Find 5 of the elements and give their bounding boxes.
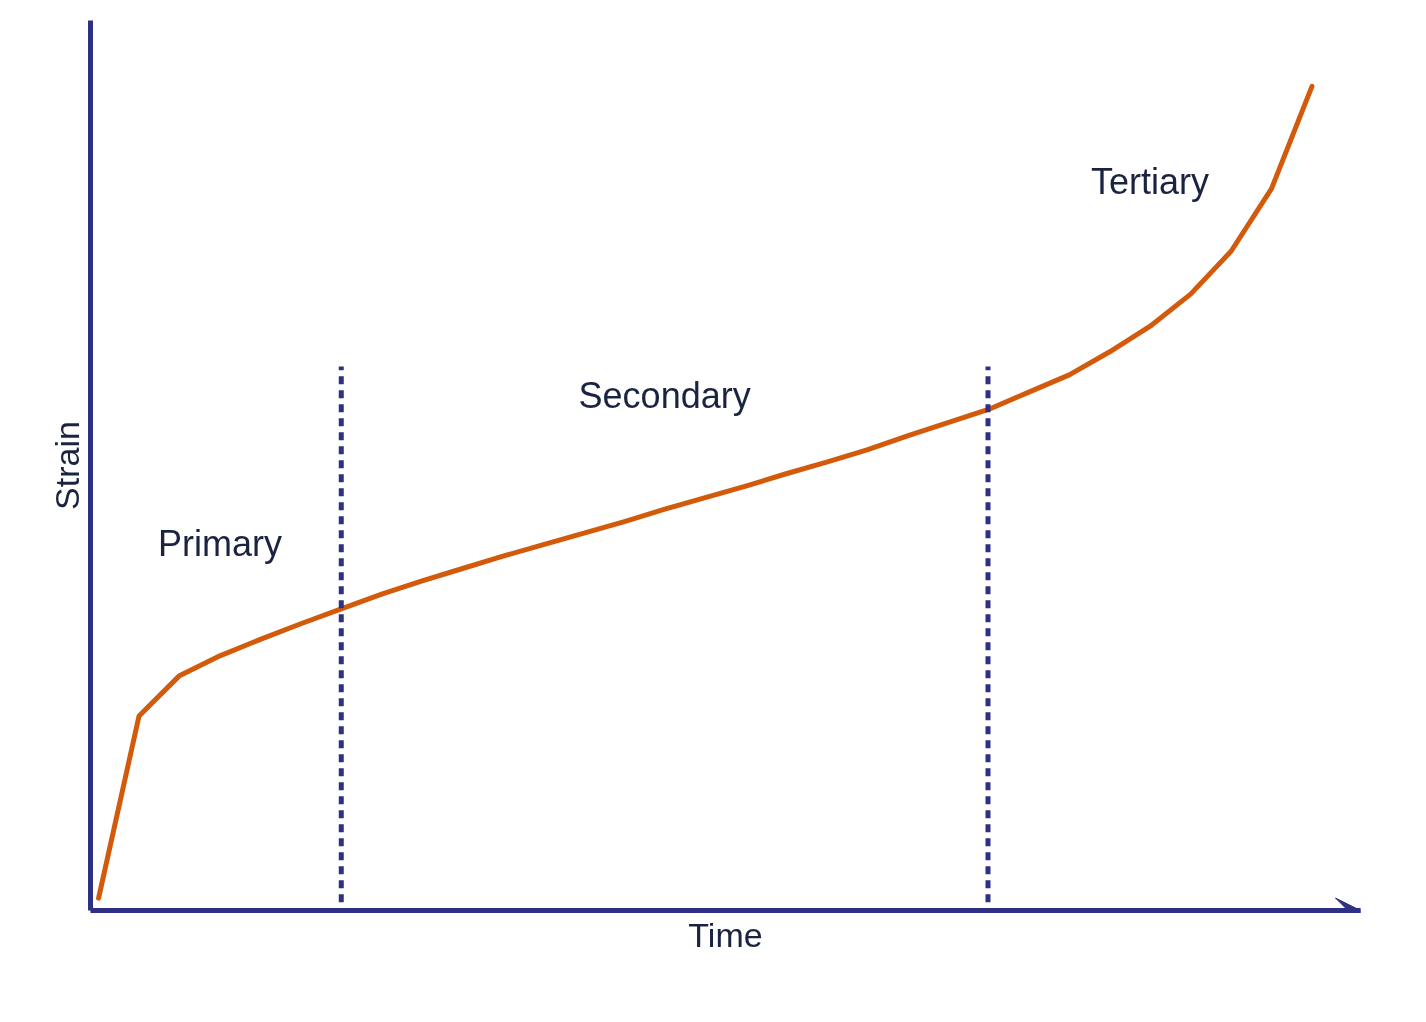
annotation: Secondary bbox=[578, 375, 751, 417]
annotation: Primary bbox=[157, 523, 282, 565]
y-axis-title: Strain bbox=[47, 421, 86, 510]
x-axis-title: Time bbox=[688, 915, 763, 954]
annotation: Tertiary bbox=[1090, 160, 1209, 202]
